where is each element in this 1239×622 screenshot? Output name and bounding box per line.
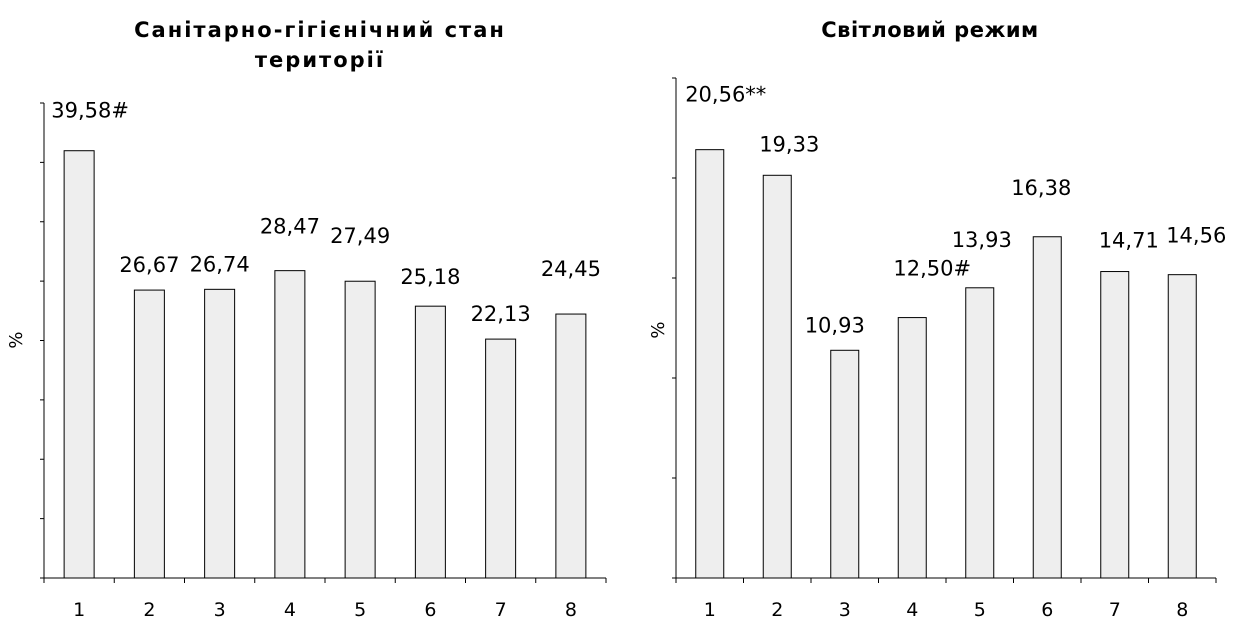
bar [204, 288, 236, 579]
bar [1167, 274, 1197, 579]
x-tick-label: 1 [73, 599, 85, 621]
bar [63, 150, 95, 579]
bar [344, 280, 376, 579]
y-axis-label: % [648, 321, 669, 338]
chart-title-line-1: Світловий режим [821, 18, 1039, 42]
y-axis-label: % [6, 331, 27, 348]
x-tick-label: 2 [143, 599, 155, 621]
data-label: 26,74 [190, 252, 250, 276]
bar [274, 270, 306, 579]
x-tick-label: 4 [284, 599, 296, 621]
bar [1032, 236, 1062, 579]
chart-title: Світловий режим [650, 15, 1210, 45]
bar [695, 149, 725, 579]
data-label: 14,71 [1099, 229, 1159, 253]
chart-lighting: Світловий режим 20,56** 1 19,33 2 10,93 3 12,5… [620, 0, 1239, 622]
data-label: 26,67 [119, 253, 179, 277]
bar [555, 313, 587, 579]
chart-plot: 39,58# 1 26,67 2 26,74 3 28,47 4 27,49 5 25,18 6 22,… [6, 99, 607, 621]
data-label: 39,58# [51, 99, 129, 123]
data-label: 25,18 [400, 265, 460, 289]
x-tick-label: 8 [565, 599, 577, 621]
data-label: 24,45 [541, 257, 601, 281]
data-label: 22,13 [471, 302, 531, 326]
data-label: 13,93 [952, 228, 1012, 252]
chart-title: Санітарно-гігієнічний стан території [40, 15, 600, 75]
x-tick-label: 3 [839, 599, 851, 621]
x-tick-label: 7 [1109, 599, 1121, 621]
chart-title-line-2: території [254, 48, 386, 72]
x-tick-label: 1 [704, 599, 716, 621]
bar [830, 349, 860, 579]
bar [414, 305, 446, 579]
data-label: 14,56 [1166, 224, 1226, 248]
chart-sanitary: Санітарно-гігієнічний стан території 39,… [6, 15, 607, 621]
data-label: 16,38 [1011, 176, 1071, 200]
x-tick-label: 8 [1176, 599, 1188, 621]
bar [965, 287, 995, 579]
data-label: 20,56** [685, 83, 766, 107]
data-label: 12,50# [893, 257, 971, 281]
data-label: 27,49 [330, 224, 390, 248]
chart-title-line-1: Санітарно-гігієнічний стан [134, 18, 506, 42]
data-label: 10,93 [805, 313, 865, 337]
data-label: 28,47 [260, 215, 320, 239]
x-tick-label: 7 [495, 599, 507, 621]
x-tick-label: 6 [1041, 599, 1053, 621]
bar [762, 174, 792, 579]
chart-plot: 20,56** 1 19,33 2 10,93 3 12,50# 4 13,93 5 16,38 6 1… [648, 77, 1226, 621]
x-tick-label: 6 [424, 599, 436, 621]
bar [485, 338, 517, 579]
x-tick-label: 3 [214, 599, 226, 621]
bar [1100, 271, 1130, 579]
x-tick-label: 4 [906, 599, 918, 621]
x-tick-label: 2 [771, 599, 783, 621]
bar [133, 289, 165, 579]
bar [897, 317, 927, 579]
x-tick-label: 5 [354, 599, 366, 621]
x-tick-label: 5 [974, 599, 986, 621]
data-label: 19,33 [759, 132, 819, 156]
